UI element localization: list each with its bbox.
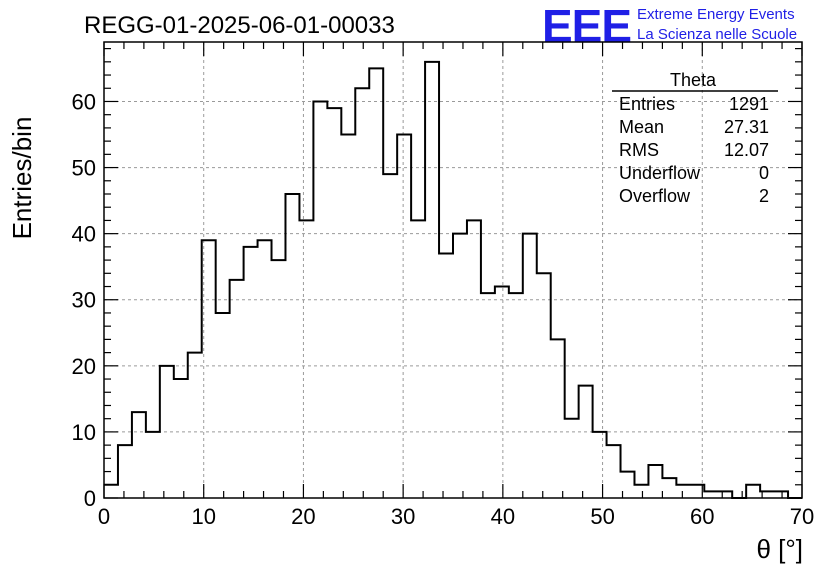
plot-frame	[103, 41, 803, 499]
x-axis-label: θ [°]	[756, 534, 803, 564]
eee-logo-mark: EEE	[542, 0, 631, 52]
x-tick-label: 60	[690, 504, 714, 529]
stats-label: Mean	[619, 117, 664, 137]
y-tick-label: 10	[72, 420, 96, 445]
y-tick-label: 60	[72, 89, 96, 114]
stats-value: 27.31	[724, 117, 769, 137]
stats-value: 2	[759, 186, 769, 206]
grid-lines	[104, 42, 802, 498]
y-tick-label: 40	[72, 222, 96, 247]
stats-title: Theta	[670, 70, 717, 90]
x-tick-label: 30	[391, 504, 415, 529]
axis-ticks	[103, 42, 803, 499]
logo-line-1: Extreme Energy Events	[637, 6, 795, 23]
stats-box: Theta Entries 1291 Mean 27.31 RMS 12.07 Underf…	[612, 70, 778, 206]
stats-value: 12.07	[724, 140, 769, 160]
x-tick-label: 0	[98, 504, 110, 529]
y-tick-label: 20	[72, 354, 96, 379]
stats-label: RMS	[619, 140, 659, 160]
x-tick-label: 10	[191, 504, 215, 529]
y-tick-label: 30	[72, 288, 96, 313]
stats-label: Overflow	[619, 186, 691, 206]
stats-value: 1291	[729, 94, 769, 114]
histogram-outline	[104, 60, 802, 499]
chart-title: REGG-01-2025-06-01-00033	[84, 12, 395, 39]
y-tick-label: 50	[72, 156, 96, 181]
x-tick-labels: 0 10 20 30 40 50 60 70	[98, 504, 814, 529]
x-tick-label: 50	[590, 504, 614, 529]
x-tick-label: 40	[491, 504, 515, 529]
logo-line-2: La Scienza nelle Scuole	[637, 26, 797, 43]
x-tick-label: 20	[291, 504, 315, 529]
x-tick-label: 70	[790, 504, 814, 529]
stats-label: Underflow	[619, 163, 701, 183]
y-tick-label: 0	[84, 486, 96, 511]
stats-label: Entries	[619, 94, 675, 114]
y-tick-labels: 0 10 20 30 40 50 60	[72, 89, 96, 511]
stats-value: 0	[759, 163, 769, 183]
y-axis-label: Entries/bin	[7, 117, 37, 240]
